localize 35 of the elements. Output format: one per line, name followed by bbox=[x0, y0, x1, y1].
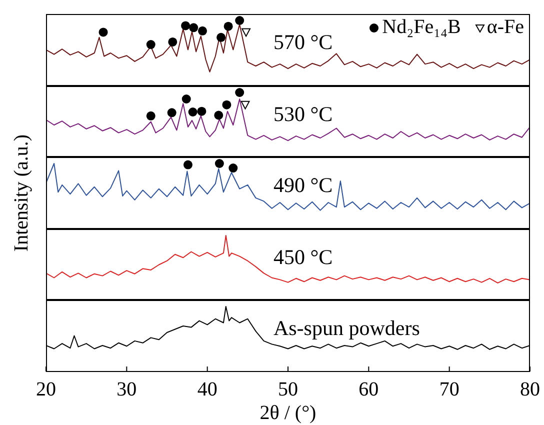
annotation: 570 °C bbox=[273, 30, 333, 54]
point bbox=[222, 100, 232, 109]
x-tick-label: 50 bbox=[278, 378, 298, 401]
annotation: As-spun powders bbox=[273, 316, 420, 340]
point bbox=[168, 37, 178, 46]
point bbox=[98, 28, 108, 37]
point bbox=[235, 88, 244, 96]
point bbox=[181, 21, 190, 30]
point bbox=[240, 100, 250, 109]
annotation: 490 °C bbox=[273, 173, 333, 197]
point bbox=[214, 110, 224, 120]
point bbox=[235, 16, 244, 25]
point bbox=[167, 108, 176, 117]
point bbox=[197, 106, 206, 116]
y-axis-title: Intensity (a.u.) bbox=[10, 134, 32, 252]
point bbox=[242, 28, 251, 37]
point bbox=[146, 110, 156, 120]
point bbox=[146, 40, 156, 50]
legend-label: Nd₂Fe₁₄B bbox=[382, 16, 461, 39]
x-tick-label: 60 bbox=[358, 378, 379, 401]
point bbox=[188, 107, 198, 116]
x-tick-label: 80 bbox=[520, 378, 540, 401]
annotation: 450 °C bbox=[273, 244, 333, 268]
x-axis-title: 2θ / (°) bbox=[260, 402, 316, 424]
x-tick-label: 70 bbox=[439, 378, 460, 401]
legend-label: α-Fe bbox=[486, 16, 524, 39]
annotation: 530 °C bbox=[273, 102, 333, 126]
x-tick-label: 20 bbox=[36, 378, 56, 401]
point bbox=[198, 26, 207, 36]
x-tick-label: 30 bbox=[116, 378, 137, 401]
point bbox=[182, 94, 191, 103]
point bbox=[189, 23, 198, 32]
x-tick-label: 40 bbox=[197, 378, 218, 401]
point bbox=[224, 22, 233, 31]
point bbox=[216, 32, 226, 42]
